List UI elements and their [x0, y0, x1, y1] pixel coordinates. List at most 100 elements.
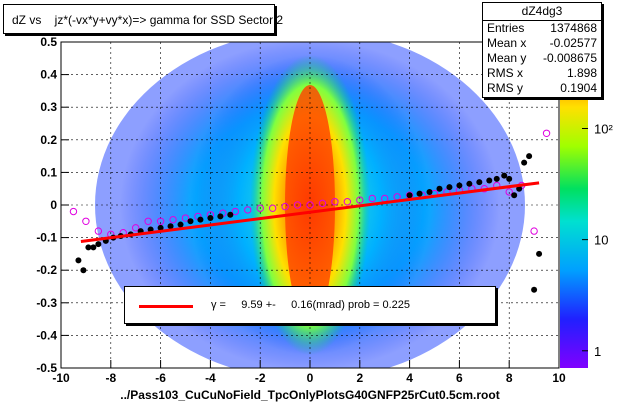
- magenta-point: [331, 198, 339, 206]
- colorbar-tick-label: 1: [594, 344, 601, 359]
- magenta-point: [144, 217, 152, 226]
- stats-row: Mean y -0.008675: [483, 51, 601, 66]
- magenta-point: [132, 224, 140, 232]
- profile-magenta: [69, 129, 551, 239]
- black-point: [95, 241, 102, 248]
- axes: -10 -8 -6 -4 -2 0 2 4 6 8 10 -0.5 -0.4 -0.3 -0.2 -0.1 0 0…: [36, 35, 566, 385]
- black-point: [493, 175, 500, 182]
- magenta-point: [231, 207, 240, 216]
- y-tick-label: -0.1: [36, 231, 57, 245]
- magenta-point: [94, 227, 103, 235]
- black-point: [486, 177, 493, 184]
- x-axis-label: ../Pass103_CuCuNoField_TpcOnlyPlotsG40GN…: [120, 388, 500, 402]
- magenta-point: [530, 227, 538, 235]
- black-point: [157, 224, 164, 231]
- colorbar-axis: 1 10 10²: [582, 121, 613, 359]
- stats-box: dZ4dg3 Entries 1374868 Mean x -0.02577 Mea…: [482, 2, 602, 98]
- black-point: [80, 267, 87, 274]
- magenta-point: [281, 202, 289, 211]
- magenta-point: [169, 215, 177, 224]
- x-tick-label: 4: [406, 371, 413, 385]
- magenta-point: [505, 188, 513, 196]
- stats-label: RMS x: [487, 66, 523, 80]
- y-tick-label: 0.2: [40, 133, 57, 147]
- y-tick-label: 0.5: [40, 35, 57, 49]
- magenta-point: [181, 214, 190, 222]
- black-point: [90, 244, 97, 251]
- stats-value: 0.1904: [560, 81, 597, 95]
- magenta-point: [306, 201, 314, 209]
- stats-value: 1.898: [566, 66, 597, 80]
- black-point: [516, 185, 523, 192]
- magenta-point: [368, 194, 376, 203]
- magenta-point: [156, 217, 165, 226]
- chart-title: dZ vs jz*(-vx*y+vy*x)=> gamma for SSD Se…: [3, 4, 283, 34]
- magenta-point: [343, 198, 352, 206]
- colorbar-tick-label: 10²: [594, 121, 613, 136]
- legend-text: γ = 9.59 +- 0.16(mrad) prob = 0.225: [211, 299, 411, 311]
- black-point: [436, 185, 443, 192]
- black-point: [416, 190, 423, 197]
- black-point: [75, 257, 82, 264]
- y-tick-label: 0.4: [40, 68, 57, 82]
- black-point: [506, 175, 513, 182]
- magenta-point: [244, 206, 252, 214]
- magenta-point: [356, 196, 364, 204]
- magenta-point: [293, 201, 302, 209]
- black-point: [476, 179, 483, 186]
- stats-row: RMS x 1.898: [483, 66, 601, 81]
- x-tick-label: -10: [52, 371, 70, 385]
- x-tick-label: 0: [307, 371, 314, 385]
- y-tick-label: -0.3: [36, 296, 57, 310]
- stats-value: -0.008675: [542, 51, 597, 65]
- black-point: [446, 184, 453, 191]
- black-point: [167, 223, 174, 230]
- black-point: [526, 153, 533, 160]
- y-tick-label: -0.2: [36, 263, 57, 277]
- x-tick-label: 8: [506, 371, 513, 385]
- y-tick-label: 0: [50, 198, 57, 212]
- x-tick-label: -6: [155, 371, 166, 385]
- stats-row: RMS y 0.1904: [483, 81, 601, 96]
- x-tick-label: -4: [205, 371, 216, 385]
- magenta-point: [82, 217, 90, 226]
- x-tick-label: 6: [456, 371, 463, 385]
- magenta-point: [69, 207, 78, 216]
- y-tick-label: 0.1: [40, 165, 57, 179]
- y-tick-label: -0.5: [36, 361, 57, 375]
- black-point: [207, 215, 214, 222]
- black-point: [466, 180, 473, 187]
- black-point: [406, 192, 413, 199]
- magenta-point: [268, 204, 277, 212]
- black-point: [426, 188, 433, 195]
- stats-row: Entries 1374868: [483, 21, 601, 36]
- legend: γ = 9.59 +- 0.16(mrad) prob = 0.225: [124, 286, 496, 324]
- stats-row: Mean x -0.02577: [483, 36, 601, 51]
- black-point: [536, 250, 543, 257]
- stats-label: Entries: [487, 21, 525, 35]
- black-point: [456, 182, 463, 189]
- colorbar-tick-label: 10: [594, 233, 608, 248]
- stats-label: Mean y: [487, 51, 527, 65]
- magenta-point: [318, 199, 327, 208]
- black-point: [197, 216, 204, 223]
- stats-value: 1374868: [550, 21, 597, 35]
- magenta-point: [542, 129, 551, 137]
- fit-line: [80, 181, 540, 243]
- profile-black: [75, 153, 543, 293]
- black-point: [85, 244, 92, 251]
- black-point: [531, 286, 538, 293]
- black-point: [187, 218, 194, 225]
- stats-value: -0.02577: [549, 36, 597, 50]
- black-point: [501, 172, 508, 179]
- legend-fit-swatch: [139, 305, 193, 308]
- stats-name: dZ4dg3: [483, 3, 601, 21]
- black-point: [511, 192, 518, 199]
- black-point: [177, 221, 184, 228]
- stats-label: Mean x: [487, 36, 527, 50]
- x-tick-label: 2: [356, 371, 363, 385]
- y-tick-label: 0.3: [40, 100, 57, 114]
- x-tick-label: -2: [255, 371, 266, 385]
- black-point: [521, 159, 528, 166]
- y-tick-label: -0.4: [36, 328, 57, 342]
